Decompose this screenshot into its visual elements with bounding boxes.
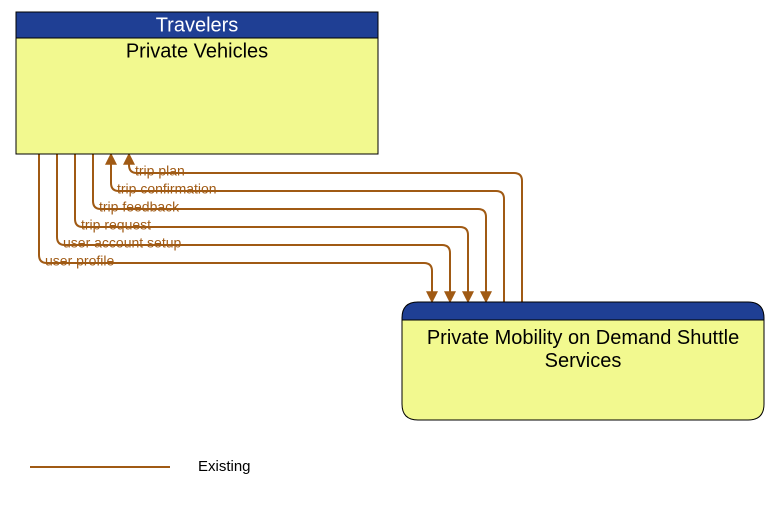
node-a-header-label: Travelers [156,14,239,36]
legend-label: Existing [198,458,251,475]
node-a-body-label: Private Vehicles [126,41,268,63]
flow-label-5: user profile [45,253,114,269]
flow-label-2: trip feedback [99,199,180,215]
flow-label-0: trip plan [135,163,185,179]
flow-label-4: user account setup [63,235,182,251]
node-b-header [402,302,764,320]
flow-label-1: trip confirmation [117,181,217,197]
flow-label-3: trip request [81,217,151,233]
